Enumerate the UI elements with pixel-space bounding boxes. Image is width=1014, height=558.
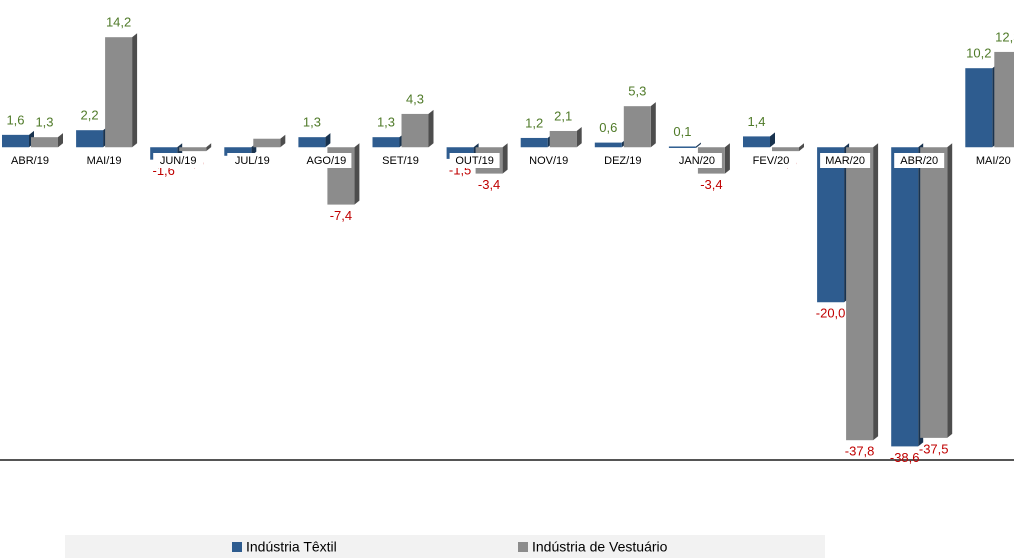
bar-side (325, 133, 331, 148)
bar-side (770, 132, 775, 148)
data-label: -3,4 (700, 177, 722, 192)
x-tick-label: MAI/20 (976, 155, 1011, 167)
bar (76, 130, 104, 148)
data-label: 1,3 (377, 115, 395, 130)
bar (743, 136, 770, 148)
bar (179, 147, 207, 152)
data-label: 0,1 (673, 124, 691, 139)
data-label: 12,3 (995, 29, 1014, 44)
category-label-bg (5, 153, 55, 168)
bar-side (132, 33, 138, 148)
x-tick-label: FEV/20 (753, 155, 790, 167)
x-tick-label: MAI/19 (87, 155, 122, 167)
category-label-bg (523, 153, 574, 168)
x-tick-label: AGO/19 (307, 155, 347, 167)
bar (817, 147, 845, 303)
data-label: -3,4 (478, 177, 500, 192)
bar (846, 147, 874, 441)
data-label: -20,0 (816, 306, 846, 321)
bar (2, 134, 29, 148)
x-tick-label: SET/19 (382, 155, 419, 167)
bar-side (280, 134, 286, 148)
bar (772, 147, 799, 152)
data-label: 1,4 (747, 114, 765, 129)
bar-side (502, 143, 508, 174)
bar (401, 113, 429, 148)
bar (920, 147, 948, 438)
category-label-bg (671, 153, 722, 168)
category-label-bg (153, 153, 204, 168)
category-label-bg (894, 153, 945, 168)
data-label: -37,8 (845, 444, 875, 459)
category-label-bg (449, 153, 500, 168)
legend-label: Indústria de Vestuário (532, 539, 668, 555)
bar (372, 137, 400, 148)
category-label-bg (227, 153, 278, 168)
bar-side (724, 143, 730, 174)
category-label-bg (968, 153, 1014, 168)
bar (298, 137, 326, 148)
data-label: 2,2 (81, 108, 99, 123)
data-label: 5,3 (628, 84, 646, 99)
category-label-bg (597, 153, 648, 168)
bar (668, 146, 696, 148)
x-tick-label: MAR/20 (825, 155, 865, 167)
bar (105, 37, 133, 148)
category-label-bg (746, 153, 796, 168)
x-tick-label: DEZ/19 (604, 155, 641, 167)
x-tick-label: NOV/19 (529, 155, 568, 167)
bar-side (206, 143, 212, 152)
data-label: 4,3 (406, 91, 424, 106)
data-label: 1,3 (303, 115, 321, 130)
bar (891, 147, 919, 447)
legend-swatch (232, 542, 242, 552)
data-label: -7,4 (330, 208, 352, 223)
x-tick-label: OUT/19 (455, 155, 494, 167)
bar (549, 130, 577, 148)
bar (520, 137, 548, 148)
legend-swatch (518, 542, 528, 552)
x-tick-label: JUL/19 (235, 155, 270, 167)
data-label: 10,2 (966, 46, 991, 61)
bar-side (873, 143, 879, 441)
category-label-bg (301, 153, 352, 168)
category-label-bg (375, 153, 426, 168)
bar-side (695, 142, 701, 148)
bar-side (650, 102, 656, 148)
data-label: 14,2 (106, 15, 131, 30)
x-tick-label: JUN/19 (160, 155, 197, 167)
bar-side (428, 109, 434, 148)
bar (994, 51, 1014, 148)
bar (965, 68, 993, 148)
bar-side (947, 143, 953, 438)
bar-side (576, 126, 582, 148)
data-label: 1,6 (6, 112, 24, 127)
bar (31, 137, 58, 148)
data-label: 1,3 (35, 115, 53, 130)
data-label: 2,1 (554, 108, 572, 123)
bar (253, 138, 281, 148)
category-label-bg (820, 153, 871, 168)
bar-side (799, 143, 804, 152)
bar (224, 147, 252, 156)
data-label: -38,6 (890, 450, 920, 465)
bar (623, 106, 651, 148)
legend-box (65, 535, 825, 558)
x-tick-label: ABR/20 (900, 155, 938, 167)
category-label-bg (79, 153, 130, 168)
legend-label: Indústria Têxtil (246, 539, 337, 555)
data-label: 0,6 (599, 120, 617, 135)
x-tick-label: JAN/20 (679, 155, 715, 167)
bar (594, 142, 622, 148)
data-label: 1,2 (525, 115, 543, 130)
data-label: -37,5 (919, 441, 949, 456)
bar-side (354, 143, 360, 205)
x-tick-label: ABR/19 (11, 155, 49, 167)
bar-side (58, 133, 63, 148)
